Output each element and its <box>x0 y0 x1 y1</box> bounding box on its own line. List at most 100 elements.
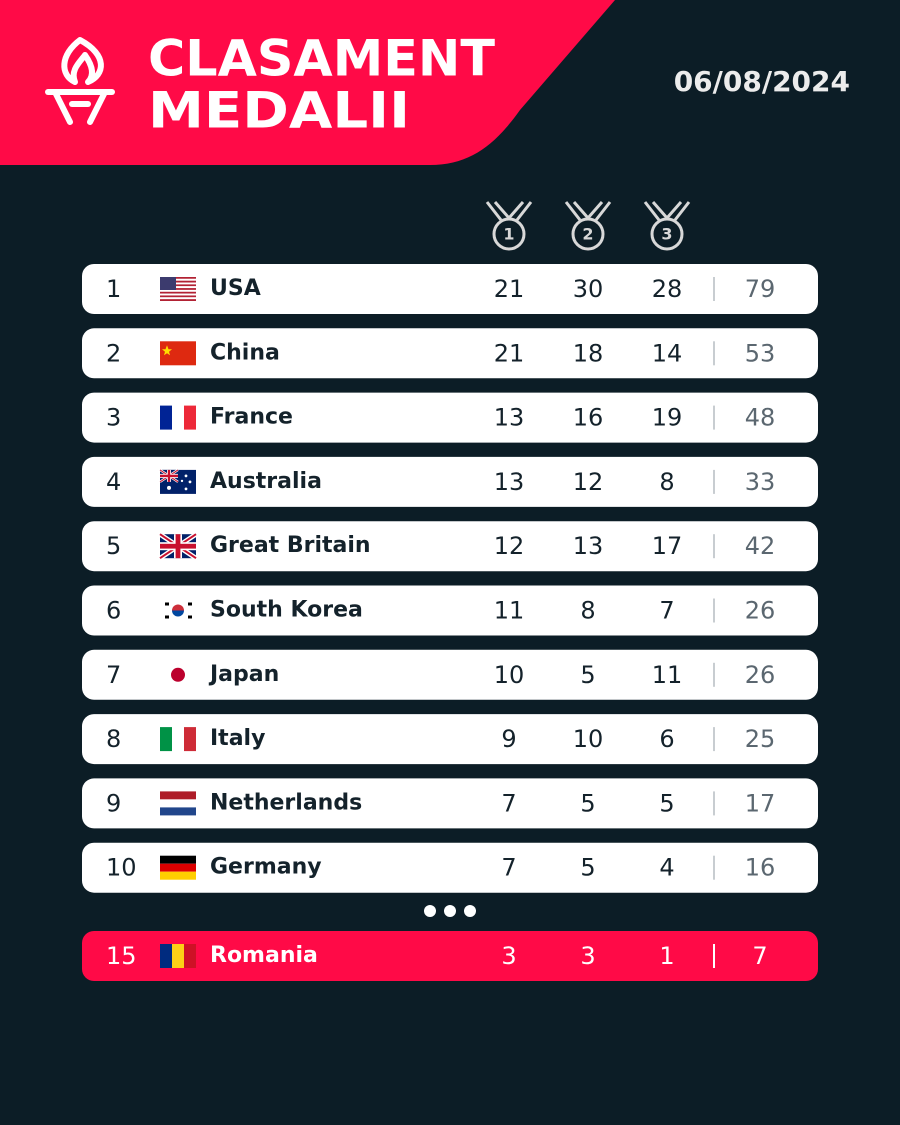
flag-part <box>184 944 196 968</box>
flag-part <box>160 277 176 290</box>
flag-part <box>162 345 172 356</box>
table-row: 8 Italy 9 10 6 25 <box>82 714 818 765</box>
flag-part <box>160 727 172 752</box>
row-background <box>82 585 818 636</box>
medal-count: 6 <box>659 725 674 753</box>
medal-count: 7 <box>501 789 516 817</box>
medal-label: 3 <box>661 225 672 244</box>
medal-count: 18 <box>573 339 604 367</box>
rank: 2 <box>106 339 121 367</box>
flag-part <box>184 487 188 491</box>
flag <box>160 405 196 430</box>
row-background <box>82 521 818 572</box>
flag-part <box>188 602 192 606</box>
row-background <box>82 264 818 314</box>
total: 26 <box>745 597 776 625</box>
flag-part <box>160 299 196 301</box>
flag-part <box>184 474 188 478</box>
flag-part <box>172 405 184 430</box>
rank: 10 <box>106 854 137 882</box>
flag <box>160 791 196 816</box>
medal-count: 3 <box>580 942 595 970</box>
total: 16 <box>745 854 776 882</box>
medal-count: 14 <box>652 339 683 367</box>
total: 25 <box>745 725 776 753</box>
table-row: 4 Australia 13 12 8 33 <box>82 456 818 507</box>
medal-count: 12 <box>494 532 525 560</box>
flag-part <box>160 277 196 279</box>
rank: 3 <box>106 404 121 432</box>
row-background <box>82 456 818 507</box>
flag-part <box>160 297 196 300</box>
medal-count: 19 <box>652 404 683 432</box>
flag-part <box>172 604 184 611</box>
medal-icon: 3 <box>643 201 691 251</box>
flag-part <box>171 667 185 682</box>
rank: 5 <box>106 532 121 560</box>
medal-label: 1 <box>503 225 514 244</box>
flag <box>158 532 198 561</box>
row-background <box>82 931 818 981</box>
medal-count: 21 <box>494 339 525 367</box>
flag <box>160 662 196 687</box>
table-row: 10 Germany 7 5 4 16 <box>82 842 818 893</box>
flag-part <box>160 855 196 864</box>
medal-count: 9 <box>501 725 516 753</box>
medal <box>650 217 684 251</box>
total: 7 <box>752 942 767 970</box>
medal-count: 28 <box>652 275 683 303</box>
medal-count: 10 <box>573 725 604 753</box>
flag <box>160 727 196 752</box>
table-row: 5 Great Britain 12 13 17 42 <box>82 521 818 572</box>
table-row: 9 Netherlands 7 5 5 17 <box>82 778 818 829</box>
medal-count: 17 <box>652 532 683 560</box>
flag-part <box>160 405 172 430</box>
medal-count: 5 <box>659 789 674 817</box>
torch-icon <box>45 37 115 125</box>
rank: 7 <box>106 661 121 689</box>
flag-part <box>160 284 196 287</box>
flag-part <box>160 293 196 296</box>
medal-count: 5 <box>580 661 595 689</box>
flag-part <box>165 602 169 606</box>
medal-count: 21 <box>494 275 525 303</box>
table-row: 15 Romania 3 3 1 7 <box>82 931 818 981</box>
medal-count: 5 <box>580 854 595 882</box>
title-line: CLASAMENT <box>148 30 495 88</box>
flag-part <box>160 863 196 872</box>
medal-count: 7 <box>659 597 674 625</box>
total: 79 <box>745 275 776 303</box>
flag <box>159 468 196 494</box>
table-row: 2 China 21 18 14 53 <box>82 328 818 379</box>
country: Germany <box>210 855 322 880</box>
medal-label: 2 <box>582 225 593 244</box>
flag-part <box>188 480 192 484</box>
rank: 1 <box>106 275 121 303</box>
row-background <box>82 778 818 829</box>
total: 26 <box>745 661 776 689</box>
table-row: 1 USA 21 30 28 79 <box>82 264 818 314</box>
flag-part <box>172 944 184 968</box>
medal-icon: 1 <box>485 201 533 251</box>
medal-count: 10 <box>494 661 525 689</box>
flag-part <box>188 615 192 619</box>
medal-count: 8 <box>659 468 674 496</box>
medal-icon: 2 <box>564 201 612 251</box>
row-background <box>82 714 818 765</box>
flag-part <box>172 610 184 617</box>
total: 53 <box>745 339 776 367</box>
flag-part <box>160 289 196 292</box>
medal <box>492 217 526 251</box>
country: Netherlands <box>210 790 362 815</box>
medal-count: 13 <box>573 532 604 560</box>
flag-part <box>172 727 184 752</box>
flag-part <box>180 479 184 483</box>
flag-part <box>184 405 196 430</box>
flag-part <box>160 278 196 281</box>
flag-part <box>160 474 178 478</box>
row-background <box>82 328 818 379</box>
rank: 6 <box>106 597 121 625</box>
medal-count: 16 <box>573 404 604 432</box>
country: Japan <box>208 662 279 687</box>
